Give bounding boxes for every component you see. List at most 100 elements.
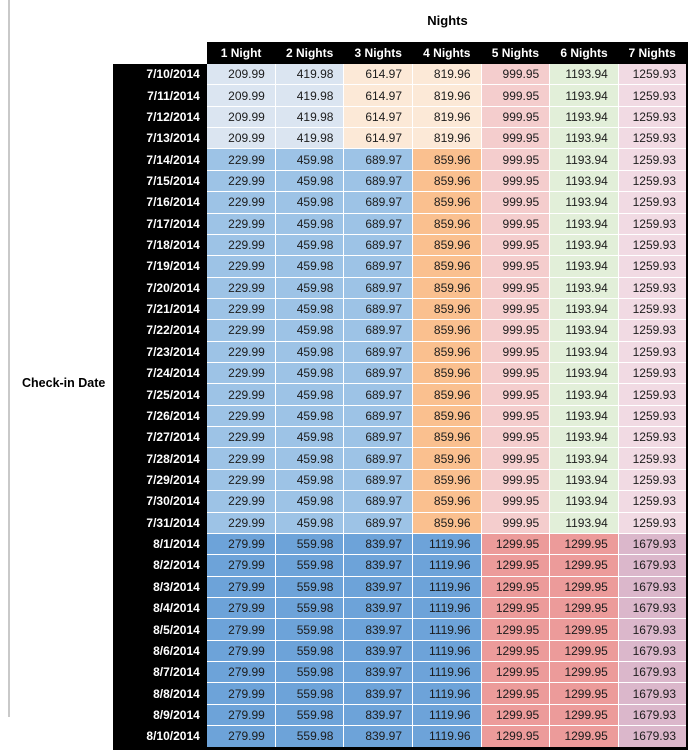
price-cell[interactable]: 614.97 [343, 64, 414, 86]
price-cell[interactable]: 1299.95 [549, 576, 619, 598]
column-header[interactable]: 1 Night [206, 42, 276, 64]
price-cell[interactable]: 999.95 [481, 362, 551, 385]
price-cell[interactable]: 279.99 [206, 640, 276, 663]
price-cell[interactable]: 1299.95 [481, 597, 551, 620]
price-cell[interactable]: 859.96 [412, 469, 482, 492]
price-cell[interactable]: 1193.94 [549, 213, 619, 235]
price-cell[interactable]: 839.97 [343, 725, 414, 749]
price-cell[interactable]: 459.98 [275, 148, 345, 171]
row-header-date[interactable]: 7/21/2014 [113, 298, 207, 320]
price-cell[interactable]: 229.99 [206, 298, 276, 321]
price-cell[interactable]: 279.99 [206, 554, 276, 577]
price-cell[interactable]: 1119.96 [412, 725, 482, 749]
price-cell[interactable]: 859.96 [412, 362, 482, 385]
price-cell[interactable]: 1679.93 [618, 725, 688, 749]
price-cell[interactable]: 1299.95 [481, 554, 551, 577]
price-cell[interactable]: 999.95 [481, 277, 551, 299]
column-header[interactable]: 4 Nights [412, 42, 482, 64]
price-cell[interactable]: 819.96 [412, 64, 482, 86]
price-cell[interactable]: 209.99 [206, 64, 276, 86]
price-cell[interactable]: 279.99 [206, 725, 276, 749]
price-cell[interactable]: 999.95 [481, 127, 551, 150]
row-header-date[interactable]: 7/24/2014 [113, 362, 207, 384]
price-cell[interactable]: 1193.94 [549, 426, 619, 449]
price-cell[interactable]: 1679.93 [618, 533, 688, 556]
row-header-date[interactable]: 7/30/2014 [113, 490, 207, 513]
price-cell[interactable]: 229.99 [206, 405, 276, 428]
price-cell[interactable]: 839.97 [343, 661, 414, 684]
row-header-date[interactable]: 7/19/2014 [113, 255, 207, 278]
price-cell[interactable]: 689.97 [343, 426, 414, 449]
price-cell[interactable]: 1193.94 [549, 106, 619, 129]
price-cell[interactable]: 1193.94 [549, 447, 619, 470]
price-cell[interactable]: 839.97 [343, 704, 414, 727]
price-cell[interactable]: 559.98 [275, 704, 345, 727]
price-cell[interactable]: 1679.93 [618, 704, 688, 727]
price-cell[interactable]: 559.98 [275, 533, 345, 556]
price-cell[interactable]: 1259.93 [618, 64, 688, 86]
price-cell[interactable]: 999.95 [481, 319, 551, 342]
price-cell[interactable]: 1679.93 [618, 554, 688, 577]
price-cell[interactable]: 229.99 [206, 255, 276, 278]
price-cell[interactable]: 229.99 [206, 469, 276, 492]
price-cell[interactable]: 459.98 [275, 447, 345, 470]
row-header-date[interactable]: 8/7/2014 [113, 661, 207, 683]
price-cell[interactable]: 1299.95 [549, 533, 619, 556]
row-header-date[interactable]: 7/15/2014 [113, 170, 207, 192]
price-cell[interactable]: 419.98 [275, 106, 345, 129]
price-cell[interactable]: 459.98 [275, 383, 345, 406]
price-cell[interactable]: 614.97 [343, 127, 414, 150]
price-cell[interactable]: 999.95 [481, 447, 551, 470]
price-cell[interactable]: 1259.93 [618, 148, 688, 171]
price-cell[interactable]: 689.97 [343, 170, 414, 193]
price-cell[interactable]: 1299.95 [481, 640, 551, 663]
price-cell[interactable]: 1679.93 [618, 576, 688, 598]
price-cell[interactable]: 229.99 [206, 512, 276, 534]
price-cell[interactable]: 1299.95 [549, 661, 619, 684]
price-cell[interactable]: 859.96 [412, 319, 482, 342]
row-header-date[interactable]: 8/1/2014 [113, 533, 207, 555]
price-cell[interactable]: 1259.93 [618, 362, 688, 385]
price-cell[interactable]: 1679.93 [618, 640, 688, 663]
row-header-date[interactable]: 8/9/2014 [113, 704, 207, 726]
row-header-date[interactable]: 8/8/2014 [113, 682, 207, 705]
price-cell[interactable]: 1259.93 [618, 512, 688, 534]
price-cell[interactable]: 999.95 [481, 213, 551, 235]
price-cell[interactable]: 459.98 [275, 512, 345, 534]
price-cell[interactable]: 1259.93 [618, 255, 688, 278]
price-cell[interactable]: 419.98 [275, 127, 345, 150]
price-cell[interactable]: 1299.95 [481, 576, 551, 598]
price-cell[interactable]: 459.98 [275, 255, 345, 278]
price-cell[interactable]: 1259.93 [618, 170, 688, 193]
price-cell[interactable]: 1119.96 [412, 640, 482, 663]
price-cell[interactable]: 999.95 [481, 64, 551, 86]
price-cell[interactable]: 999.95 [481, 106, 551, 129]
price-cell[interactable]: 459.98 [275, 234, 345, 257]
price-cell[interactable]: 459.98 [275, 213, 345, 235]
price-cell[interactable]: 1299.95 [549, 682, 619, 705]
price-cell[interactable]: 819.96 [412, 84, 482, 107]
price-cell[interactable]: 1259.93 [618, 234, 688, 257]
price-cell[interactable]: 559.98 [275, 661, 345, 684]
price-cell[interactable]: 459.98 [275, 490, 345, 513]
row-header-date[interactable]: 8/10/2014 [113, 725, 207, 748]
column-header[interactable]: 3 Nights [343, 42, 413, 64]
price-cell[interactable]: 1259.93 [618, 426, 688, 449]
price-cell[interactable]: 459.98 [275, 191, 345, 214]
price-cell[interactable]: 1259.93 [618, 127, 688, 150]
price-cell[interactable]: 999.95 [481, 490, 551, 513]
row-header-date[interactable]: 8/2/2014 [113, 554, 207, 577]
price-cell[interactable]: 1193.94 [549, 191, 619, 214]
price-cell[interactable]: 999.95 [481, 255, 551, 278]
price-cell[interactable]: 1193.94 [549, 148, 619, 171]
price-cell[interactable]: 859.96 [412, 426, 482, 449]
price-cell[interactable]: 1299.95 [481, 533, 551, 556]
price-cell[interactable]: 689.97 [343, 447, 414, 470]
price-cell[interactable]: 229.99 [206, 148, 276, 171]
row-header-date[interactable]: 7/20/2014 [113, 277, 207, 299]
price-cell[interactable]: 839.97 [343, 554, 414, 577]
price-cell[interactable]: 689.97 [343, 512, 414, 534]
row-header-date[interactable]: 7/22/2014 [113, 319, 207, 342]
row-header-date[interactable]: 8/5/2014 [113, 618, 207, 641]
price-cell[interactable]: 689.97 [343, 490, 414, 513]
